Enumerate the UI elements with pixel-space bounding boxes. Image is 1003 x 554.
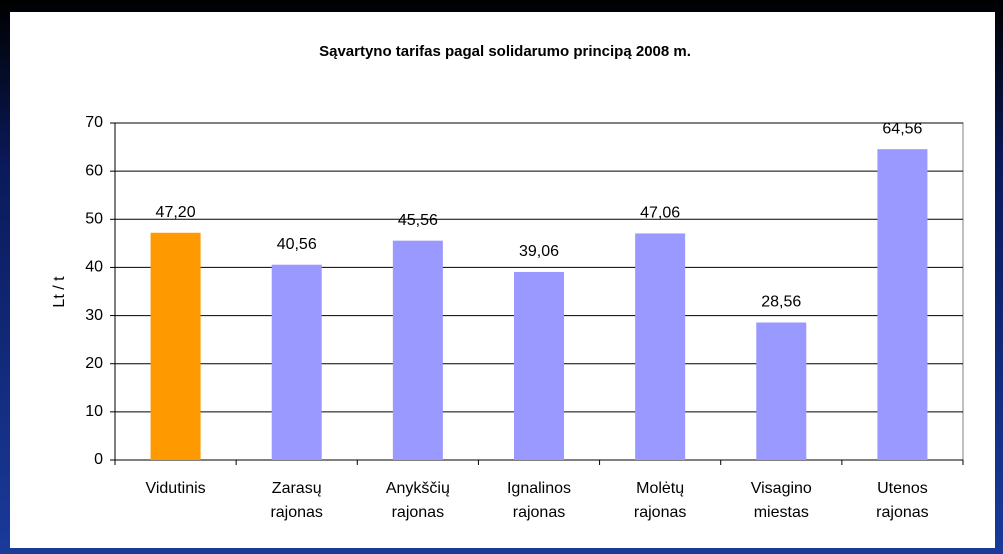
bar [877,149,928,461]
y-tick-label: 50 [85,211,103,228]
y-tick-label: 0 [94,451,103,468]
value-label: 45,56 [398,212,438,229]
value-label: 64,56 [882,120,922,137]
x-tick-label: Vidutinis [145,480,206,497]
y-tick-label: 70 [85,114,103,131]
bar [150,232,201,460]
chart-title: Sąvartyno tarifas pagal solidarumo princ… [319,43,691,60]
bar [514,271,564,460]
y-axis-label: Lt / t [51,276,68,308]
x-tick-label: Anykščių rajonas [385,480,450,521]
x-tick-label: Visagino miestas [750,480,812,521]
value-label: 28,56 [761,294,801,311]
bar [635,233,686,460]
x-tick-label: Utenos rajonas [876,480,929,521]
y-tick-label: 20 [85,355,103,372]
y-tick-label: 10 [85,403,103,420]
value-label: 47,06 [640,205,680,222]
x-tick-label: Molėtų rajonas [633,480,687,521]
bar [756,322,807,460]
value-label: 39,06 [519,243,559,260]
y-tick-label: 30 [85,307,103,324]
value-label: 47,20 [156,204,196,221]
bar [392,240,443,460]
y-tick-label: 60 [85,162,103,179]
value-label: 40,56 [277,236,317,253]
bar [271,264,322,460]
y-tick-label: 40 [85,259,103,276]
x-tick-label: Zarasų rajonas [270,480,323,521]
x-tick-label: Ignalinos rajonas [506,480,572,521]
